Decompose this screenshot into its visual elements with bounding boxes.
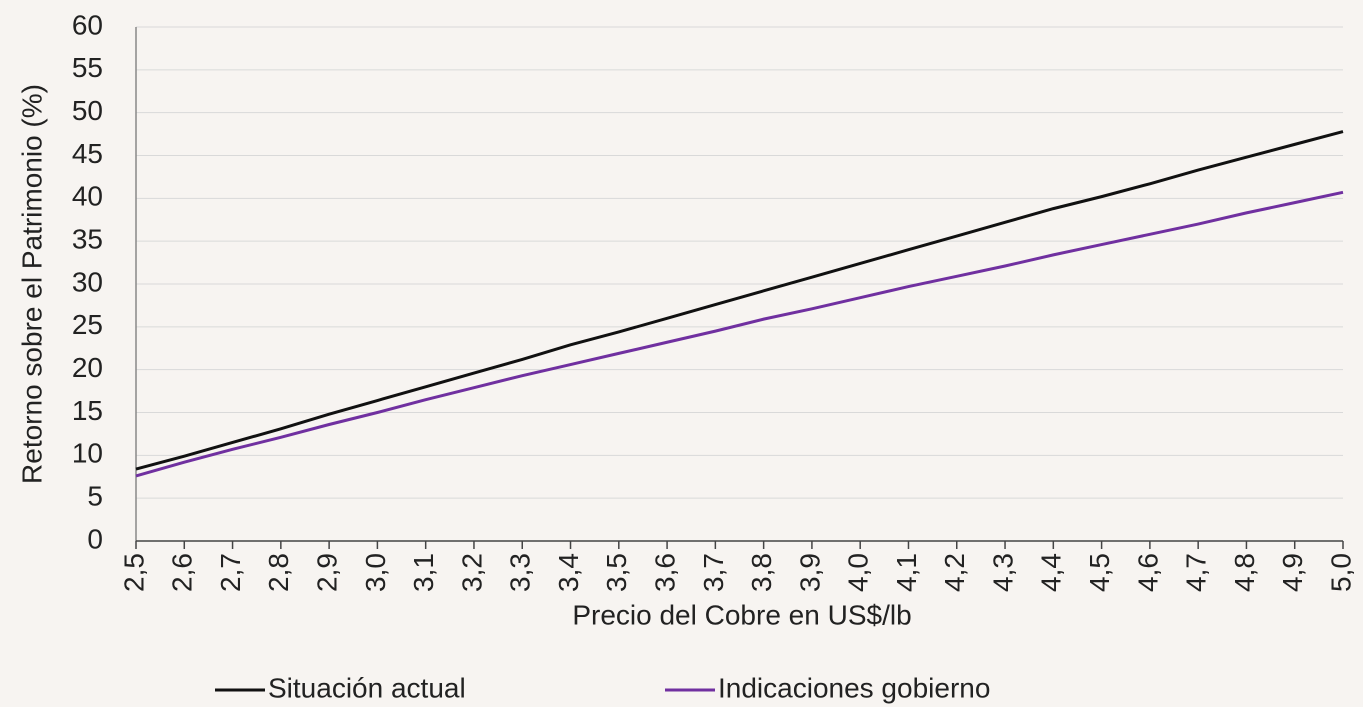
x-tick-label: 3,9 [794,553,825,592]
x-tick-label: 3,2 [456,553,487,592]
y-tick-label: 15 [72,395,103,426]
x-tick-label: 5,0 [1325,553,1356,592]
x-tick-label: 3,7 [698,553,729,592]
line-series [135,190,1344,478]
y-tick-label: 5 [87,481,103,512]
x-tick-label: 3,8 [746,553,777,592]
x-tick-label: 2,8 [263,553,294,592]
line-series [135,130,1344,471]
x-tick-label: 3,3 [505,553,536,592]
x-tick-label: 4,7 [1181,553,1212,592]
x-tick-label: 4,2 [939,553,970,592]
y-tick-label: 35 [72,224,103,255]
x-tick-label: 2,5 [118,553,149,592]
y-tick-label: 10 [72,438,103,469]
y-tick-label: 0 [87,523,103,554]
y-tick-label: 55 [72,52,103,83]
x-tick-label: 4,8 [1229,553,1260,592]
x-tick-label: 2,9 [312,553,343,592]
x-tick-label: 3,6 [649,553,680,592]
x-tick-label: 3,0 [360,553,391,592]
y-tick-label: 50 [72,95,103,126]
y-tick-label: 40 [72,181,103,212]
y-tick-label: 45 [72,138,103,169]
x-axis-label: Precio del Cobre en US$/lb [572,599,911,630]
x-tick-label: 4,4 [1036,553,1067,592]
y-tick-label: 25 [72,309,103,340]
x-tick-label: 4,0 [843,553,874,592]
x-tick-label: 4,9 [1277,553,1308,592]
x-tick-label: 3,4 [553,553,584,592]
legend-label: Situación actual [268,672,466,703]
x-tick-label: 3,1 [408,553,439,592]
x-tick-label: 4,5 [1084,553,1115,592]
y-tick-label: 60 [72,9,103,40]
y-axis-label: Retorno sobre el Patrimonio (%) [16,84,47,484]
x-tick-label: 4,3 [987,553,1018,592]
x-tick-label: 3,5 [601,553,632,592]
y-tick-label: 30 [72,266,103,297]
x-tick-label: 4,1 [891,553,922,592]
legend-label: Indicaciones gobierno [718,672,990,703]
x-tick-label: 4,6 [1132,553,1163,592]
y-tick-label: 20 [72,352,103,383]
x-tick-label: 2,6 [167,553,198,592]
x-tick-label: 2,7 [215,553,246,592]
